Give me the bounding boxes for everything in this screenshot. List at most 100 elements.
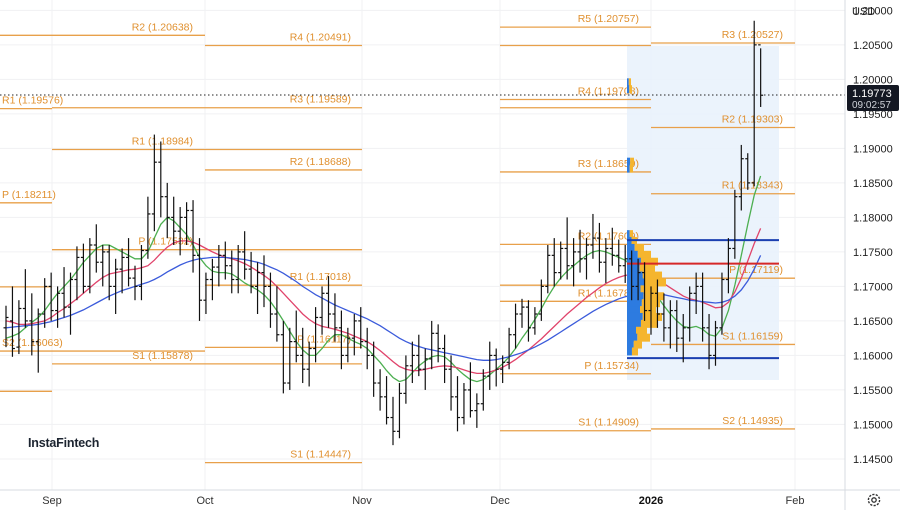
profile-row-blue (627, 340, 634, 349)
ohlc-bar (648, 286, 654, 335)
profile-row-orange (629, 230, 633, 239)
profile-row-orange (643, 292, 664, 301)
ohlc-bar (345, 327, 351, 363)
ohlc-bar (596, 222, 602, 273)
pivot-levels: R1 (1.19576)P (1.18211)S2 (1.16063)R2 (1… (0, 13, 795, 464)
profile-row-orange (639, 264, 655, 273)
ohlc-bar (751, 20, 757, 187)
profile-row-blue (627, 347, 632, 356)
pivot-label: S1 (1.16159) (722, 330, 783, 342)
ohlc-bar (506, 327, 512, 370)
profile-row-orange (640, 306, 656, 315)
price-axis-background (845, 0, 900, 510)
ohlc-bar (3, 305, 9, 348)
pivot-label: S2 (1.14935) (722, 415, 783, 427)
ohlc-bar (184, 202, 190, 245)
ohlc-bar (422, 348, 428, 390)
ohlc-bar (403, 355, 409, 404)
time-tick-label: Dec (490, 495, 510, 507)
ohlc-bar (616, 239, 622, 273)
gear-icon[interactable] (866, 492, 882, 508)
ohlc-bar (9, 286, 15, 357)
ohlc-bar (429, 320, 435, 370)
ohlc-bar (80, 243, 86, 294)
ohlc-bar (674, 300, 680, 352)
volume-profile (627, 78, 779, 360)
ohlc-bar (229, 250, 235, 294)
profile-row-orange (642, 312, 662, 321)
ohlc-bar (513, 303, 519, 349)
pivot-label: R1 (1.18984) (132, 135, 193, 147)
ohlc-bar (106, 245, 112, 301)
ohlc-bar (635, 258, 641, 301)
ohlc-bar (448, 355, 454, 411)
ohlc-bar (338, 310, 344, 370)
ohlc-bar (248, 251, 254, 294)
ohlc-bar (300, 327, 306, 384)
ohlc-bar (287, 327, 293, 390)
ohlc-bar (319, 286, 325, 335)
time-tick-label: Oct (196, 495, 213, 507)
price-tick-label: 1.16000 (853, 350, 893, 362)
ohlc-bar (171, 196, 177, 245)
ohlc-bar (209, 258, 215, 301)
pivot-label: S1 (1.14447) (290, 449, 351, 461)
profile-row-orange (642, 271, 662, 280)
ohlc-bar (274, 286, 280, 342)
ohlc-bar (713, 320, 718, 366)
profile-row-blue (627, 230, 630, 239)
last-price-badge (847, 85, 899, 112)
ohlc-bar (216, 245, 222, 287)
ohlc-bar (222, 241, 228, 280)
ohlc-bar (235, 245, 241, 294)
ohlc-bar (545, 245, 551, 294)
profile-row-orange (629, 164, 633, 173)
ohlc-bar (461, 383, 467, 425)
ohlc-bar (519, 298, 525, 328)
price-tick-label: 1.19000 (853, 143, 893, 155)
pivot-label: R3 (1.19589) (290, 94, 351, 106)
pivot-label: P (1.16117) (297, 333, 351, 345)
ohlc-bar (590, 213, 596, 259)
ohlc-bar (396, 383, 402, 439)
ohlc-bar (261, 255, 267, 308)
ohlc-bar (197, 238, 202, 321)
ohlc-bar (377, 369, 383, 411)
pivot-label: R1 (1.18343) (722, 180, 783, 192)
ohlc-bar (609, 227, 615, 266)
price-tick-label: 1.19500 (853, 109, 893, 121)
profile-row-blue (627, 264, 640, 273)
ohlc-bar (584, 238, 589, 280)
ohlc-bar (525, 300, 531, 342)
ohlc-bar (326, 276, 331, 328)
currency-selector[interactable]: USD (846, 2, 886, 22)
profile-row-orange (630, 157, 634, 166)
time-tick-label: Feb (786, 495, 805, 507)
ohlc-bar (190, 200, 196, 273)
profile-row-orange (640, 257, 658, 266)
ohlc-bar (629, 250, 635, 301)
ohlc-bar (577, 229, 583, 273)
ohlc-bar (126, 238, 132, 287)
price-axis[interactable]: 1.21000 1.20500 1.20000 1.19500 1.19000 1.185… (844, 0, 900, 510)
time-axis[interactable]: Sep Oct Nov Dec 2026 Feb (0, 489, 900, 510)
ohlc-bar (455, 376, 460, 432)
ohlc-bar (474, 393, 480, 428)
ohlc-bar (680, 314, 686, 363)
pivot-label: P (1.15734) (584, 360, 639, 372)
ohlc-bar (145, 196, 151, 259)
ohlc-bar (538, 279, 544, 321)
currency-label: USD (852, 6, 876, 18)
price-tick-label: 1.21000 (853, 5, 893, 17)
ohlc-bar (416, 334, 422, 377)
ohlc-bar (558, 241, 564, 280)
time-tick-label: 2026 (639, 495, 663, 507)
price-tick-label: 1.18000 (853, 212, 893, 224)
ohlc-bar (487, 341, 493, 390)
pivot-label: R4 (1.20491) (290, 31, 351, 43)
ohlc-bar (493, 348, 499, 387)
pivot-label: R3 (1.20527) (722, 29, 783, 41)
profile-row-blue (627, 326, 636, 335)
price-bars (3, 20, 764, 446)
